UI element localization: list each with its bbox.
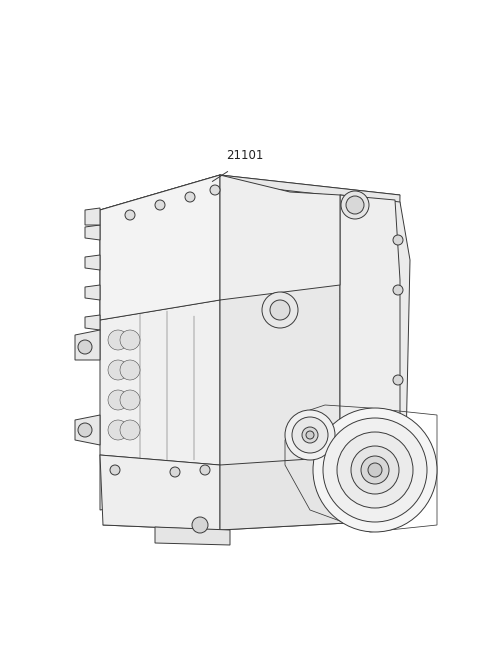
Circle shape	[262, 292, 298, 328]
Polygon shape	[100, 455, 220, 530]
Circle shape	[108, 420, 128, 440]
Circle shape	[351, 446, 399, 494]
Text: 21101: 21101	[226, 149, 264, 162]
Polygon shape	[85, 225, 100, 240]
Circle shape	[361, 456, 389, 484]
Polygon shape	[340, 195, 410, 490]
Polygon shape	[85, 315, 100, 330]
Polygon shape	[220, 175, 340, 300]
Circle shape	[108, 330, 128, 350]
Circle shape	[192, 517, 208, 533]
Circle shape	[125, 210, 135, 220]
Polygon shape	[85, 255, 100, 270]
Polygon shape	[340, 195, 400, 460]
Circle shape	[393, 425, 403, 435]
Circle shape	[337, 432, 413, 508]
Circle shape	[155, 200, 165, 210]
Circle shape	[120, 390, 140, 410]
Circle shape	[108, 360, 128, 380]
Circle shape	[285, 410, 335, 460]
Circle shape	[302, 427, 318, 443]
Circle shape	[78, 340, 92, 354]
Circle shape	[185, 192, 195, 202]
Polygon shape	[220, 175, 400, 490]
Polygon shape	[100, 175, 220, 320]
Polygon shape	[85, 285, 100, 300]
Circle shape	[120, 420, 140, 440]
Circle shape	[306, 431, 314, 439]
Circle shape	[120, 330, 140, 350]
Circle shape	[78, 423, 92, 437]
Circle shape	[393, 285, 403, 295]
Circle shape	[120, 360, 140, 380]
Circle shape	[200, 465, 210, 475]
Polygon shape	[155, 527, 230, 545]
Polygon shape	[100, 175, 220, 510]
Circle shape	[292, 417, 328, 453]
Polygon shape	[100, 175, 400, 228]
Polygon shape	[75, 415, 100, 445]
Circle shape	[368, 463, 382, 477]
Polygon shape	[220, 455, 370, 530]
Circle shape	[110, 465, 120, 475]
Circle shape	[313, 408, 437, 532]
Circle shape	[341, 191, 369, 219]
Circle shape	[210, 185, 220, 195]
Polygon shape	[115, 183, 390, 236]
Circle shape	[346, 196, 364, 214]
Circle shape	[393, 235, 403, 245]
Circle shape	[323, 418, 427, 522]
Circle shape	[170, 467, 180, 477]
Circle shape	[108, 390, 128, 410]
Polygon shape	[75, 330, 100, 360]
Polygon shape	[85, 208, 100, 225]
Circle shape	[393, 375, 403, 385]
Circle shape	[270, 300, 290, 320]
